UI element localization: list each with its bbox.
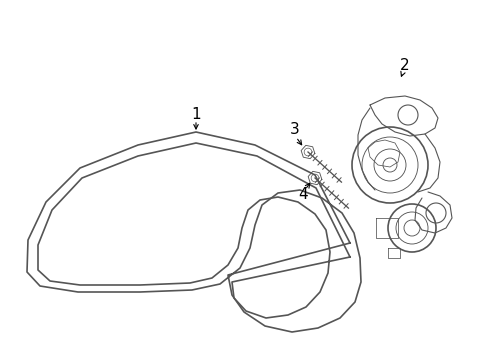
Text: 1: 1 bbox=[191, 108, 201, 122]
Text: 4: 4 bbox=[298, 188, 307, 202]
Text: 3: 3 bbox=[289, 122, 299, 138]
Text: 2: 2 bbox=[399, 58, 409, 72]
